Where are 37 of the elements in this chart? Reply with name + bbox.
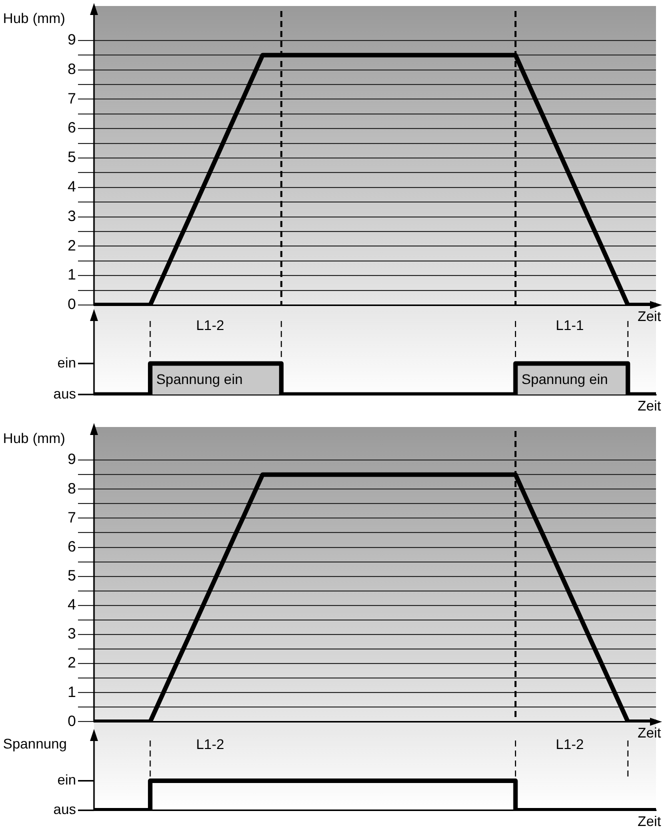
x-axis-title: Zeit — [638, 397, 662, 414]
y-tick-label: 8 — [68, 60, 76, 78]
y-tick-label: 4 — [68, 596, 76, 614]
y-tick-label: 6 — [68, 538, 76, 556]
y-tick-label: 3 — [68, 626, 76, 643]
y-axis-title: Spannung — [3, 735, 67, 752]
text: L1-2 — [196, 317, 224, 334]
y-tick-label: 7 — [68, 90, 76, 108]
y-axis-title: Hub (mm) — [3, 430, 66, 446]
y-tick-label: 5 — [68, 149, 76, 166]
y-tick-label: 1 — [68, 684, 76, 701]
y-tick-label: 8 — [68, 480, 76, 498]
y-tick-label: 3 — [68, 208, 76, 225]
y-tick-label: 0 — [68, 296, 76, 314]
y-tick-label: 0 — [68, 712, 76, 730]
y-tick-label: 4 — [68, 178, 76, 196]
y-tick-label: 1 — [68, 266, 76, 284]
y-tick-label: 7 — [68, 509, 76, 526]
annotation: Spannung ein — [522, 370, 608, 387]
y-tick-label: 2 — [68, 237, 76, 254]
text: aus — [53, 801, 76, 818]
x-axis-title: Zeit — [638, 813, 662, 830]
y-tick-label: 9 — [68, 451, 76, 468]
text: ein — [57, 354, 76, 370]
y-axis-title: Hub (mm) — [3, 10, 66, 26]
x-axis-title: Zeit — [638, 724, 662, 741]
y-tick-label: 9 — [68, 32, 76, 49]
text: aus — [53, 385, 76, 402]
y-tick-label: 5 — [68, 567, 76, 584]
x-axis-title: Zeit — [638, 308, 662, 324]
text: L1-2 — [196, 736, 224, 752]
text: ein — [57, 772, 76, 788]
text: L1-1 — [556, 317, 584, 334]
y-tick-label: 6 — [68, 120, 76, 137]
y-tick-label: 2 — [68, 654, 76, 672]
annotation: Spannung ein — [156, 370, 243, 387]
text: L1-2 — [556, 736, 584, 752]
